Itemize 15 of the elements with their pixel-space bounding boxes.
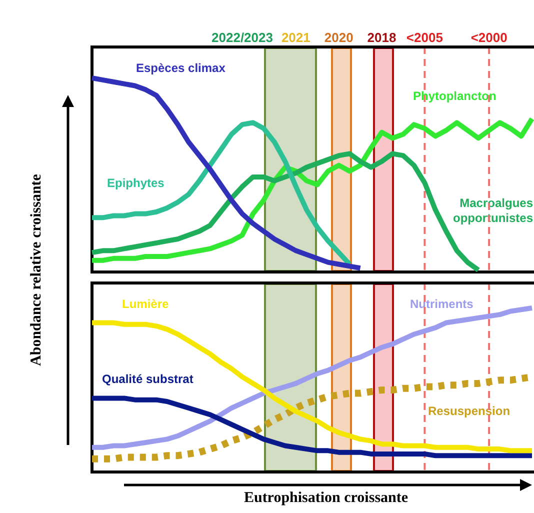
series-label: Phytoplancton bbox=[413, 89, 496, 104]
x-tick-label: <2000 bbox=[470, 30, 508, 45]
y-axis-title: Abondance relative croissante bbox=[28, 174, 46, 366]
x-tick-label: 2020 bbox=[324, 30, 354, 45]
x-tick-label: <2005 bbox=[406, 30, 443, 45]
x-tick-label: 2021 bbox=[281, 30, 310, 45]
x-axis-title: Eutrophisation croissante bbox=[244, 490, 408, 507]
series-label: Epiphytes bbox=[107, 176, 164, 191]
x-tick-label: 2018 bbox=[367, 30, 396, 45]
series-label: Espèces climax bbox=[136, 61, 226, 76]
series-label: Resuspension bbox=[428, 404, 510, 419]
x-tick-label: 2022/2023 bbox=[212, 30, 273, 45]
series-label: Lumière bbox=[122, 297, 169, 312]
series-label: Qualité substrat bbox=[102, 372, 194, 387]
series-label: Nutriments bbox=[410, 297, 474, 312]
